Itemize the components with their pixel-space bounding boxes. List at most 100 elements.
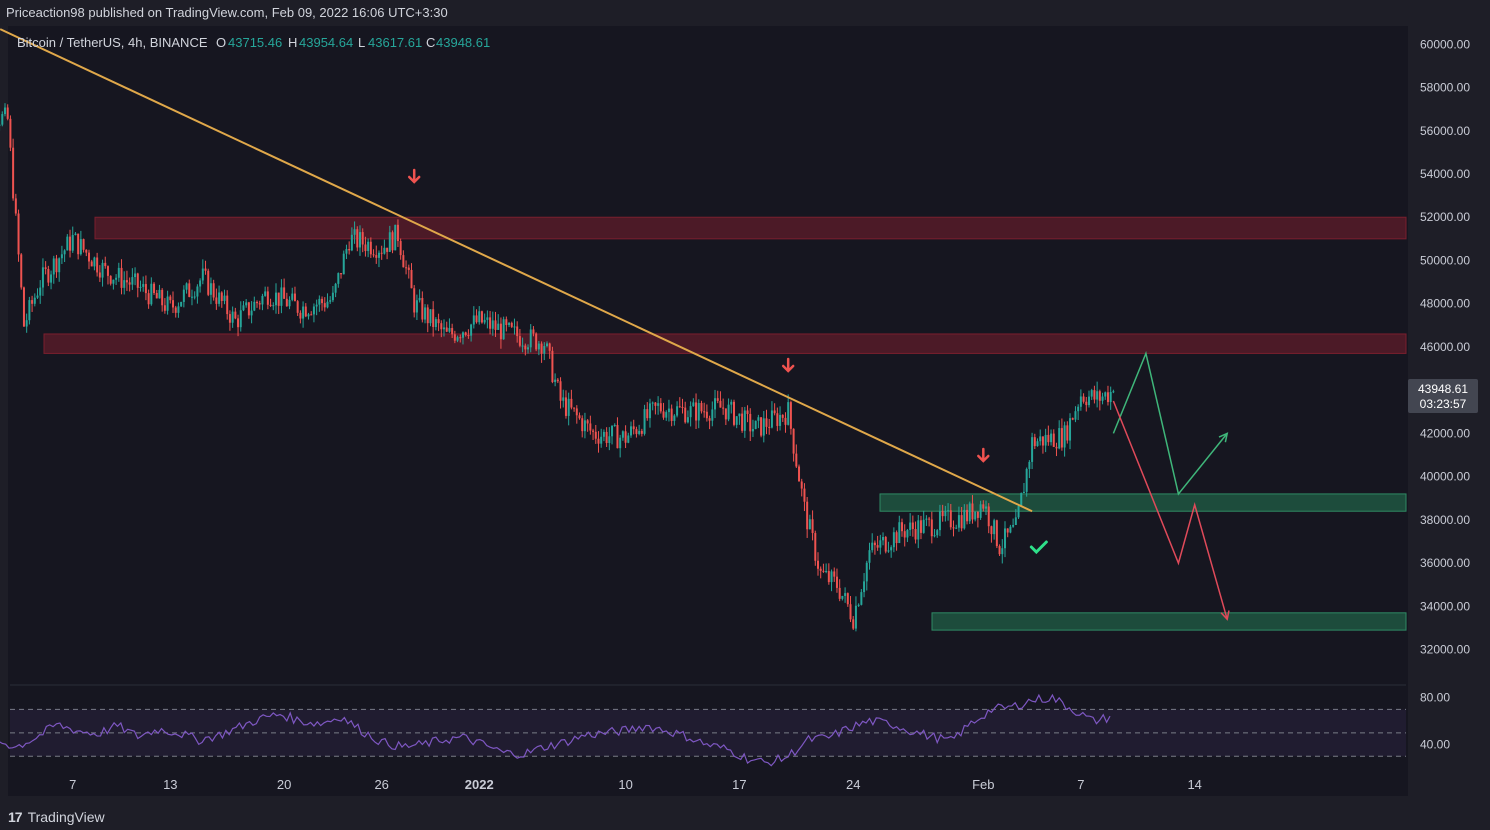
y-axis-tick: 56000.00 xyxy=(1420,124,1470,138)
candle-body xyxy=(331,292,334,301)
candle-body xyxy=(545,343,548,347)
candle-body xyxy=(922,519,925,533)
candle-body xyxy=(480,311,483,323)
candle-body xyxy=(976,511,979,518)
candle-body xyxy=(651,402,654,404)
candle-body xyxy=(47,268,50,283)
candle-body xyxy=(936,530,939,536)
candle-body xyxy=(456,337,459,341)
candle-body xyxy=(559,381,562,401)
candle-body xyxy=(291,293,294,300)
candle-body xyxy=(1090,390,1093,397)
candle-body xyxy=(871,542,874,551)
candle-body xyxy=(1009,526,1012,533)
candle-body xyxy=(665,412,668,418)
sell-arrow-icon xyxy=(407,168,421,184)
candle-body xyxy=(204,268,207,271)
candle-body xyxy=(120,267,123,288)
x-axis-tick: 7 xyxy=(1077,777,1084,792)
candle-body xyxy=(662,411,665,418)
candle-body xyxy=(472,315,475,325)
candle-body xyxy=(264,291,267,296)
last-price-tag-bg xyxy=(1408,379,1478,413)
candle-body xyxy=(478,311,481,323)
candle-body xyxy=(388,232,391,252)
candle-body xyxy=(919,520,922,533)
candle-body xyxy=(69,236,72,251)
candle-body xyxy=(117,267,120,278)
candle-body xyxy=(101,262,104,278)
candle-body xyxy=(903,531,906,538)
candle-body xyxy=(212,283,215,298)
candle-body xyxy=(743,410,746,431)
candle-body xyxy=(779,414,782,426)
support-zone xyxy=(879,493,1407,512)
candle-body xyxy=(36,295,39,298)
candle-body xyxy=(71,235,74,251)
candle-body xyxy=(451,328,454,335)
candle-body xyxy=(280,287,283,306)
candle-body xyxy=(147,293,150,305)
candle-body xyxy=(74,233,77,236)
candle-body xyxy=(1106,392,1109,403)
candle-body xyxy=(640,430,643,434)
candle-body xyxy=(608,436,611,443)
candle-body xyxy=(957,515,960,528)
candle-body xyxy=(630,426,633,436)
candle-body xyxy=(258,303,261,305)
candle-body xyxy=(968,503,971,522)
candle-body xyxy=(789,402,792,429)
candle-body xyxy=(841,595,844,599)
candle-body xyxy=(253,301,256,311)
candle-body xyxy=(201,268,204,281)
candle-body xyxy=(800,481,803,489)
candle-body xyxy=(985,506,988,509)
candle-body xyxy=(345,249,348,254)
candle-body xyxy=(123,280,126,288)
candle-body xyxy=(266,291,269,305)
x-axis-tick: 24 xyxy=(846,777,860,792)
candle-body xyxy=(131,277,134,285)
candle-body xyxy=(757,417,760,421)
candle-body xyxy=(55,258,58,273)
candle-body xyxy=(261,295,264,305)
candle-body xyxy=(806,501,809,530)
candle-body xyxy=(822,570,825,572)
price-chart[interactable]: 60000.00 58000.00 56000.00 54000.00 52000.00… xyxy=(0,0,1490,800)
candle-body xyxy=(499,323,502,340)
candle-body xyxy=(516,326,519,337)
candle-body xyxy=(1028,461,1031,469)
candle-body xyxy=(895,532,898,544)
candle-body xyxy=(394,224,397,251)
candle-body xyxy=(220,292,223,301)
candle-body xyxy=(890,547,893,551)
y-axis-tick: 52000.00 xyxy=(1420,210,1470,224)
candle-body xyxy=(502,319,505,340)
candle-body xyxy=(925,518,928,520)
trendline xyxy=(0,28,1033,513)
candle-body xyxy=(223,295,226,301)
candle-body xyxy=(1082,396,1085,402)
tradingview-logo[interactable]: 17 TradingView xyxy=(8,809,105,825)
candle-body xyxy=(96,257,99,273)
candle-body xyxy=(207,270,210,295)
candle-body xyxy=(849,604,852,620)
candle-body xyxy=(659,403,662,412)
candle-body xyxy=(990,526,993,535)
candle-body xyxy=(296,301,299,313)
candle-body xyxy=(811,519,814,534)
candle-body xyxy=(933,535,936,537)
candle-body xyxy=(857,604,860,606)
candle-body xyxy=(833,571,836,577)
candle-body xyxy=(269,304,272,306)
candle-body xyxy=(527,347,530,350)
candle-body xyxy=(865,562,868,582)
candle-body xyxy=(315,304,318,307)
candle-body xyxy=(33,297,36,304)
candle-body xyxy=(437,319,440,324)
support-zone xyxy=(931,612,1407,631)
candle-body xyxy=(77,233,80,255)
candle-body xyxy=(1098,391,1101,401)
candle-body xyxy=(60,254,63,259)
candle-body xyxy=(424,307,427,320)
